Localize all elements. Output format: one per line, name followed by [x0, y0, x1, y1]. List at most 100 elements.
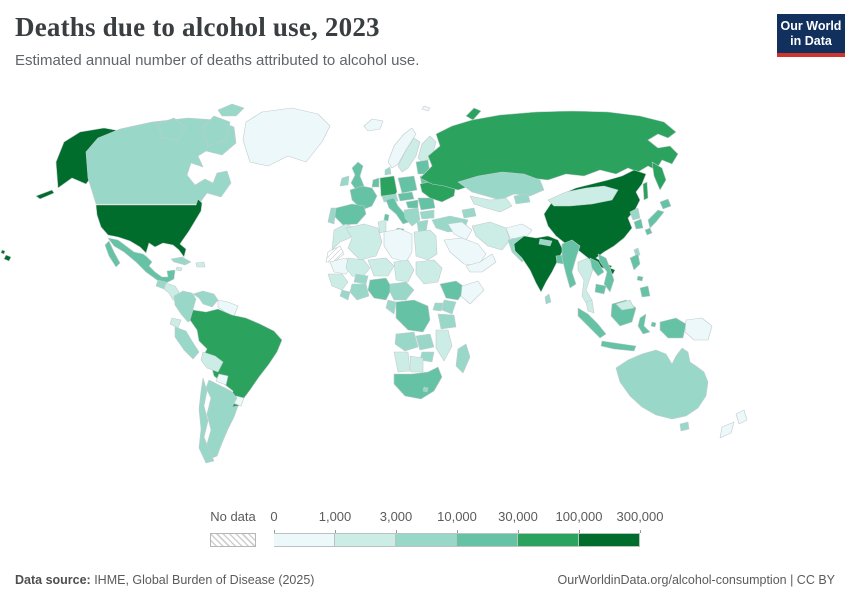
country-papua-new-guinea[interactable]: [684, 317, 713, 341]
country-tasmania[interactable]: [679, 421, 690, 432]
country-caucasus[interactable]: [461, 207, 477, 219]
country-myanmar[interactable]: [561, 239, 581, 289]
country-iran[interactable]: [471, 221, 511, 251]
country-spain[interactable]: [333, 203, 367, 226]
country-niger[interactable]: [367, 257, 395, 277]
country-libya[interactable]: [383, 228, 413, 263]
country-bolivia[interactable]: [200, 351, 224, 373]
country-chile[interactable]: [198, 377, 215, 464]
country-madagascar[interactable]: [455, 343, 471, 374]
country-borneo-malaysia[interactable]: [615, 299, 635, 311]
country-venezuela[interactable]: [192, 290, 219, 308]
country-botswana[interactable]: [409, 355, 424, 373]
country-philippines[interactable]: [629, 253, 651, 298]
country-zambia[interactable]: [415, 333, 435, 351]
legend-scale-bar[interactable]: [274, 530, 641, 547]
legend-color-segment[interactable]: [457, 533, 518, 547]
country-mongolia[interactable]: [547, 185, 619, 207]
country-cameroon-car[interactable]: [389, 281, 415, 301]
country-namibia[interactable]: [393, 351, 411, 373]
country-benelux[interactable]: [371, 177, 380, 188]
country-nepal[interactable]: [538, 238, 553, 247]
country-hungary[interactable]: [405, 199, 419, 209]
country-uzbek-turkmen[interactable]: [469, 195, 513, 213]
country-sulawesi[interactable]: [637, 313, 657, 335]
country-mozambique[interactable]: [435, 329, 453, 362]
legend-no-data-swatch[interactable]: [210, 533, 256, 547]
country-bulgaria[interactable]: [419, 209, 435, 220]
country-vietnam[interactable]: [597, 253, 615, 293]
country-jamaica[interactable]: [175, 266, 183, 272]
country-romania[interactable]: [417, 197, 436, 211]
country-gabon-congo[interactable]: [385, 299, 397, 315]
country-peru[interactable]: [174, 326, 200, 360]
country-egypt[interactable]: [413, 229, 438, 261]
country-lesotho[interactable]: [422, 386, 429, 393]
country-ivory-ghana[interactable]: [349, 283, 370, 301]
country-hispaniola[interactable]: [195, 261, 206, 268]
legend-color-segment[interactable]: [579, 533, 640, 547]
country-kyrgyz-tajik[interactable]: [513, 193, 531, 205]
country-greenland[interactable]: [242, 107, 331, 167]
country-java[interactable]: [600, 340, 637, 352]
country-kazakhstan[interactable]: [457, 171, 545, 201]
country-new-zealand[interactable]: [719, 409, 748, 439]
country-sri-lanka[interactable]: [544, 293, 552, 305]
country-taiwan[interactable]: [633, 247, 641, 257]
country-laos[interactable]: [589, 257, 605, 277]
country-sweden[interactable]: [397, 137, 421, 173]
country-angola[interactable]: [394, 331, 419, 352]
country-russia-novaya-zemlya[interactable]: [465, 107, 482, 121]
country-canada-baffin[interactable]: [201, 115, 231, 147]
owid-logo[interactable]: Our World in Data: [777, 14, 845, 57]
country-canada-victoria[interactable]: [157, 117, 187, 141]
country-saudi-arabia[interactable]: [443, 237, 487, 267]
country-hawaii[interactable]: [0, 249, 12, 262]
country-india[interactable]: [513, 235, 564, 293]
country-canada[interactable]: [85, 117, 237, 205]
country-tanzania[interactable]: [437, 313, 457, 330]
country-uk[interactable]: [350, 161, 365, 192]
country-ecuador[interactable]: [169, 317, 182, 329]
country-canada-ellesmere[interactable]: [217, 103, 245, 117]
country-western-sahara[interactable]: [325, 245, 345, 263]
country-algeria[interactable]: [345, 223, 383, 261]
country-west-new-guinea[interactable]: [659, 317, 687, 339]
country-norway[interactable]: [387, 127, 417, 169]
country-senegal-guinea[interactable]: [327, 273, 349, 291]
country-syria-iraq[interactable]: [447, 221, 473, 241]
country-czech-slovakia[interactable]: [397, 191, 415, 202]
legend-no-data[interactable]: No data: [210, 509, 256, 547]
legend-color-segment[interactable]: [274, 533, 335, 547]
country-aleutians[interactable]: [35, 189, 55, 200]
country-chad[interactable]: [393, 259, 415, 283]
country-tunisia[interactable]: [377, 219, 387, 234]
country-sumatra[interactable]: [577, 307, 607, 339]
country-portugal[interactable]: [327, 207, 337, 225]
country-burkina-faso[interactable]: [353, 273, 369, 285]
country-usa[interactable]: [95, 198, 203, 258]
country-uganda[interactable]: [432, 302, 444, 312]
country-iceland[interactable]: [363, 118, 384, 132]
country-balkans[interactable]: [403, 207, 421, 227]
country-south-korea[interactable]: [633, 218, 644, 230]
country-zimbabwe[interactable]: [419, 351, 435, 363]
country-south-africa[interactable]: [393, 366, 443, 400]
country-mexico[interactable]: [107, 237, 176, 284]
country-sudan[interactable]: [415, 259, 443, 285]
country-mexico-baja[interactable]: [104, 240, 121, 268]
country-russia-sakhalin[interactable]: [642, 181, 649, 201]
country-paraguay[interactable]: [215, 373, 229, 386]
country-somalia[interactable]: [460, 280, 485, 305]
country-japan[interactable]: [644, 198, 672, 236]
country-cuba[interactable]: [170, 256, 192, 266]
country-svalbard[interactable]: [421, 105, 431, 112]
country-north-korea[interactable]: [629, 207, 641, 221]
country-denmark[interactable]: [384, 166, 392, 176]
legend-color-segment[interactable]: [396, 533, 457, 547]
country-kenya[interactable]: [441, 299, 457, 315]
country-cambodia[interactable]: [594, 283, 607, 295]
country-sierra-liberia[interactable]: [339, 289, 351, 301]
legend-color-segment[interactable]: [518, 533, 579, 547]
country-nigeria[interactable]: [367, 277, 393, 301]
